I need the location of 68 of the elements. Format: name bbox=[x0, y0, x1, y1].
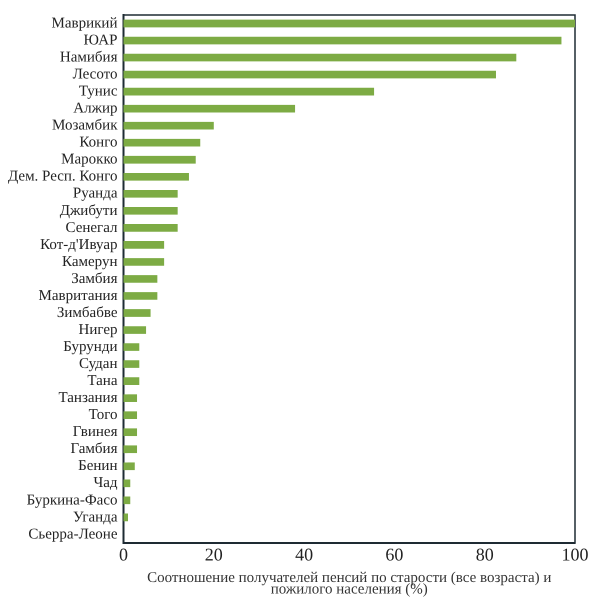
y-tick-label: Нигер bbox=[78, 322, 118, 338]
x-tick-label: 40 bbox=[295, 544, 314, 564]
x-tick-label: 0 bbox=[118, 544, 128, 564]
y-tick-label: Гвинея bbox=[72, 424, 118, 440]
y-tick-label: Мозамбик bbox=[52, 118, 118, 134]
y-tick-label: ЮАР bbox=[83, 32, 118, 48]
y-tick-label: Руанда bbox=[72, 186, 118, 202]
y-tick-label: Алжир bbox=[73, 100, 118, 117]
y-tick-label: Бурунди bbox=[63, 339, 118, 356]
y-tick-label: Бенин bbox=[78, 458, 118, 474]
bar bbox=[123, 156, 196, 164]
y-tick-label: Того bbox=[88, 407, 118, 424]
x-axis-title: Соотношение получателей пенсий по старости (все возраста) и пожилого населения (%) bbox=[147, 570, 552, 598]
y-tick-label: Мавритания bbox=[38, 288, 118, 304]
bar bbox=[123, 138, 200, 147]
bar bbox=[123, 20, 575, 28]
bar bbox=[123, 428, 138, 436]
bar bbox=[123, 462, 135, 470]
bar bbox=[123, 241, 164, 249]
y-tick-label: Лесото bbox=[72, 66, 118, 83]
y-tick-label: Судан bbox=[78, 356, 118, 372]
bar bbox=[123, 258, 164, 266]
bar bbox=[123, 88, 374, 96]
x-tick-label: 20 bbox=[204, 544, 223, 564]
y-tick-label: Конго bbox=[79, 134, 118, 151]
x-tick-label: 60 bbox=[385, 544, 404, 564]
bar bbox=[123, 394, 138, 402]
y-tick-label: Дем. Респ. Конго bbox=[8, 168, 118, 185]
y-tick-label: Намибия bbox=[60, 50, 118, 66]
bar bbox=[123, 122, 214, 130]
bar bbox=[123, 275, 158, 283]
bar bbox=[123, 292, 158, 300]
y-tick-label: Тунис bbox=[78, 84, 118, 100]
y-tick-label: Маврикий bbox=[52, 15, 118, 32]
y-tick-label: Гамбия bbox=[70, 441, 118, 458]
bar bbox=[123, 496, 130, 504]
y-tick-label: Зимбабве bbox=[56, 304, 118, 321]
bar bbox=[123, 411, 138, 420]
y-tick-label: Чад bbox=[93, 475, 118, 492]
bar bbox=[123, 207, 178, 215]
bar bbox=[123, 172, 189, 181]
bar bbox=[123, 377, 140, 385]
bar bbox=[123, 224, 178, 232]
bar bbox=[123, 343, 140, 351]
bar bbox=[123, 479, 130, 488]
y-tick-label: Танзания bbox=[58, 390, 118, 406]
bar bbox=[123, 36, 562, 44]
y-tick-label: Уганда bbox=[73, 509, 118, 526]
y-tick-label: Сьерра-Леоне bbox=[28, 526, 118, 542]
bar bbox=[123, 190, 178, 198]
y-tick-label: Сенегал bbox=[66, 220, 118, 236]
bar bbox=[123, 54, 516, 62]
bar bbox=[123, 309, 151, 317]
y-tick-label: Марокко bbox=[61, 152, 118, 168]
y-tick-label: Замбия bbox=[71, 270, 118, 287]
bar bbox=[123, 360, 140, 368]
x-tick-label: 100 bbox=[562, 544, 588, 564]
y-tick-label: Камерун bbox=[62, 254, 118, 270]
bar bbox=[123, 326, 146, 334]
y-tick-label: Кот-д'Ивуар bbox=[40, 236, 118, 253]
x-tick-label: 80 bbox=[476, 544, 494, 564]
y-tick-label: Джибути bbox=[60, 202, 118, 219]
bar bbox=[123, 104, 296, 112]
y-tick-label: Тана bbox=[87, 373, 118, 390]
bar bbox=[123, 514, 128, 522]
bar bbox=[123, 70, 496, 78]
y-tick-label: Буркина-Фасо bbox=[26, 492, 118, 508]
bar bbox=[123, 445, 138, 454]
